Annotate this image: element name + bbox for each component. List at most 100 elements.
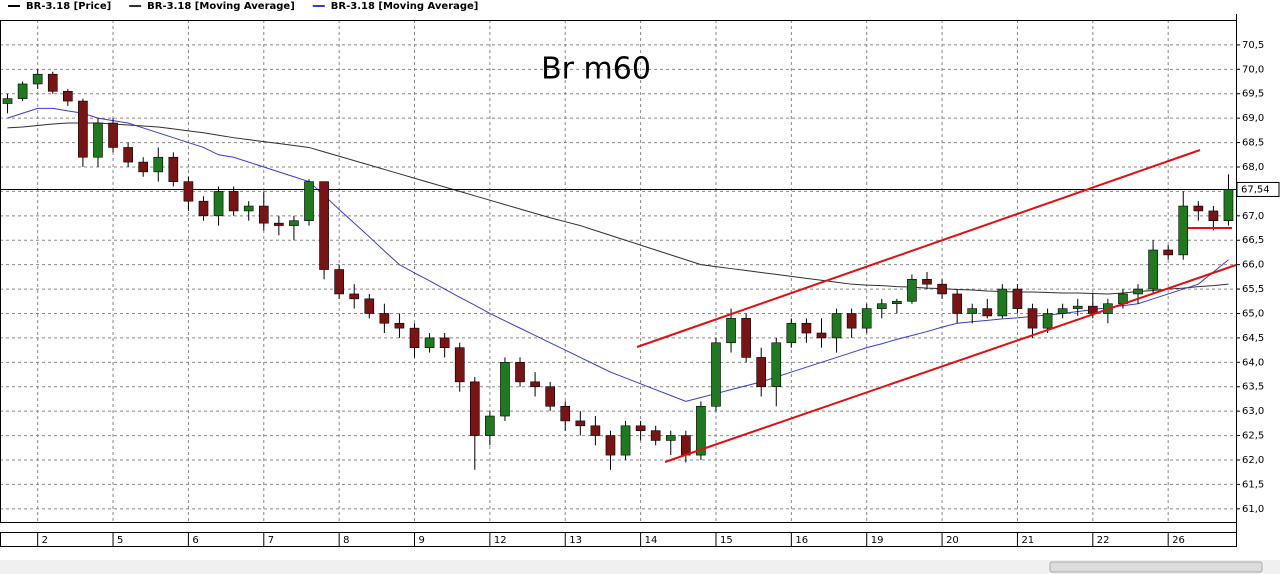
candle-body: [108, 122, 118, 148]
y-tick-label: 66,0: [1242, 260, 1264, 271]
candle-body: [289, 220, 299, 226]
x-tick-label: 9: [419, 535, 425, 546]
candle-body: [153, 156, 164, 173]
candle-body: [665, 435, 676, 441]
candle-body: [530, 381, 540, 388]
candle-body: [485, 415, 495, 436]
y-tick-label: 67,0: [1242, 211, 1264, 222]
candle-body: [1012, 288, 1023, 309]
candle-body: [786, 322, 797, 344]
candle-body: [801, 322, 812, 334]
candle-body: [590, 425, 601, 436]
candle-body: [17, 83, 28, 99]
candle-body: [1057, 308, 1068, 314]
candle-body: [439, 337, 450, 348]
candle-body: [605, 435, 616, 456]
y-tick-label: 68,0: [1242, 162, 1264, 173]
candle-body: [816, 332, 827, 339]
candle-body: [620, 425, 631, 456]
candle-body: [379, 313, 390, 324]
candle-body: [32, 73, 43, 85]
y-tick-label: 63,0: [1242, 406, 1264, 417]
candle-body: [575, 420, 586, 427]
x-tick-label: 16: [795, 535, 808, 546]
candle-body: [892, 300, 902, 305]
chart-title: Br m60: [541, 52, 651, 87]
candle-body: [93, 122, 103, 158]
candle-body: [681, 435, 691, 456]
y-tick-label: 61,5: [1242, 479, 1264, 490]
y-tick-label: 65,5: [1242, 284, 1264, 295]
candle-body: [846, 313, 857, 329]
candle-body: [831, 313, 842, 339]
x-tick-label: 14: [645, 535, 658, 546]
candle-body: [500, 362, 510, 417]
y-tick-label: 66,5: [1242, 235, 1264, 246]
candle-body: [922, 279, 932, 285]
candle-body: [907, 279, 917, 302]
candle-body: [1027, 308, 1038, 329]
candle-body: [997, 288, 1008, 317]
x-tick-label: 6: [192, 535, 198, 546]
candle-body: [515, 362, 525, 383]
candle-body: [47, 73, 58, 92]
candle-body: [560, 405, 571, 422]
candle-body: [258, 205, 269, 224]
x-tick-label: 13: [569, 535, 582, 546]
legend-label: BR-3.18 [Moving Average]: [331, 1, 479, 12]
moving-average-line: [7, 122, 1229, 295]
candle-body: [861, 308, 872, 329]
candle-body: [198, 200, 209, 217]
candle-body: [304, 181, 314, 222]
x-tick-label: 8: [343, 535, 349, 546]
candle-body: [1193, 205, 1204, 212]
candle-body: [876, 303, 887, 309]
candle-body: [213, 191, 224, 217]
candle-body: [2, 98, 13, 104]
candle-body: [1072, 305, 1083, 309]
x-axis-strip: [0, 532, 1237, 547]
y-tick-label: 64,5: [1242, 333, 1264, 344]
candle-body: [545, 386, 555, 407]
candle-body: [274, 222, 284, 226]
y-tick-label: 69,0: [1242, 113, 1264, 124]
scrollbar[interactable]: [0, 560, 1280, 574]
candle-body: [183, 181, 194, 202]
legend: BR-3.18 [Price] BR-3.18 [Moving Average] B…: [8, 1, 478, 12]
candle-body: [726, 318, 736, 344]
candle-body: [967, 308, 978, 314]
last-price-label: 67,54: [1241, 184, 1270, 195]
candle-body: [123, 147, 133, 163]
x-tick-label: 26: [1172, 535, 1185, 546]
candle-body: [982, 308, 993, 317]
candle-body: [319, 181, 329, 270]
candle-body: [1163, 249, 1173, 256]
x-tick-label: 2: [42, 535, 48, 546]
candle-body: [334, 269, 344, 295]
candle-body: [228, 191, 239, 212]
y-tick-label: 63,5: [1242, 382, 1264, 393]
candle-body: [711, 342, 721, 407]
scrollbar-thumb[interactable]: [1049, 561, 1263, 573]
y-tick-label: 61,0: [1242, 504, 1264, 515]
y-tick-label: 62,5: [1242, 431, 1264, 442]
x-tick-label: 20: [946, 535, 959, 546]
x-tick-label: 15: [720, 535, 733, 546]
y-tick-label: 69,5: [1242, 89, 1264, 100]
x-tick-label: 22: [1097, 535, 1110, 546]
candle-body: [696, 405, 706, 456]
candle-body: [650, 430, 661, 441]
y-tick-label: 64,0: [1242, 357, 1264, 368]
candle-body: [424, 337, 435, 348]
candle-body: [364, 298, 375, 314]
y-tick-label: 70,5: [1242, 40, 1264, 51]
candle-body: [741, 318, 751, 358]
moving-average-line: [7, 107, 1229, 402]
x-tick-label: 19: [871, 535, 884, 546]
candle-body: [1148, 249, 1158, 290]
candle-body: [78, 100, 88, 158]
x-tick-label: 7: [268, 535, 274, 546]
trend-line: [636, 149, 1201, 348]
